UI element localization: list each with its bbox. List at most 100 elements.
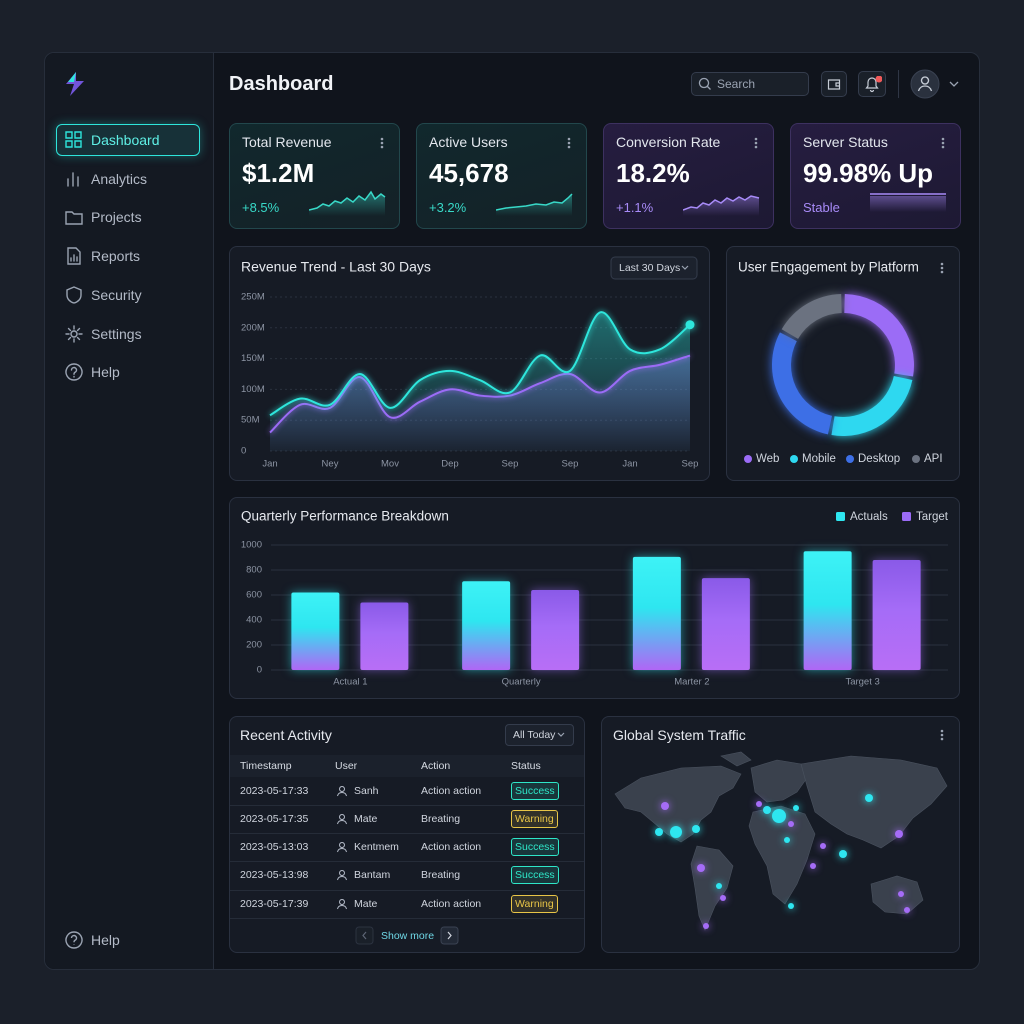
line [269,311,691,417]
filter-label: All Today [513,729,556,741]
status-badge: Success [511,866,559,884]
table-cell: Sanh [354,785,379,797]
avatar-glyph [917,76,933,92]
nav-item[interactable]: Help [91,364,120,380]
sparkline [496,193,573,211]
line [269,354,691,434]
nav-item[interactable]: Projects [91,209,142,225]
x-tick-label: Sep [502,459,519,470]
chart-title: Quarterly Performance Breakdown [241,509,449,524]
kpi-title: Server Status [803,134,888,150]
prev-button [355,926,374,945]
kpi-change: +8.5% [242,200,280,215]
world-map [614,751,948,931]
menu-dot [754,145,758,149]
map-title: Global System Traffic [613,727,746,743]
sparkline-area [683,196,759,216]
x-tick-label: Sep [562,459,579,470]
kpi-sparkline [309,190,386,216]
column-header: Timestamp [240,760,292,772]
kpi-change: +3.2% [429,200,467,215]
search-icon [698,77,711,90]
traffic-dot [898,891,904,897]
table-cell: 2023-05-17:33 [240,785,309,797]
y-tick-label: 600 [246,590,262,601]
chevron [949,81,959,87]
divider [898,70,899,98]
legend-label: Desktop [858,453,900,465]
icon-path [67,247,81,265]
traffic-dot [793,805,799,811]
kpi-change: +1.1% [616,200,654,215]
nav-item[interactable]: Reports [91,248,141,264]
icon-path [65,131,82,148]
show-more[interactable]: Show more [381,930,435,942]
row-separator [230,890,584,891]
traffic-dot [895,830,903,838]
avatar [910,69,959,99]
line-chart: Revenue Trend - Last 30 Days Last 30 Days… [241,256,699,470]
bar [531,590,580,670]
x-tick-label: Sep [682,459,699,470]
nav-item[interactable]: Security [91,287,142,303]
table-cell: Mate [354,813,378,825]
search-box[interactable] [691,72,809,96]
kpi-menu [567,137,571,149]
end-marker [685,320,695,330]
legend-swatch [836,512,845,521]
kpi-sparkline [870,193,946,212]
traffic-dot [839,850,847,858]
legend-label: Target [916,511,949,523]
sparkline [683,195,760,211]
sparkline [309,190,386,211]
kpi-value: 45,678 [429,158,509,188]
landmass [690,845,734,931]
nav-footer[interactable]: Help [91,932,120,948]
nav-item[interactable]: Analytics [91,171,148,187]
filter-dropdown[interactable] [505,724,574,746]
chart-title: Revenue Trend - Last 30 Days [241,259,431,275]
icon-path [827,79,841,90]
table-cell: Breating [421,869,461,881]
donut-slice [781,294,842,339]
row-separator [230,833,584,834]
kpi-title: Conversion Rate [616,134,721,150]
x-tick-label: Mov [381,459,399,470]
status-badge: Warning [511,895,558,913]
menu-dot [380,141,384,145]
map-menu [940,729,944,741]
wallet-button[interactable] [821,71,847,97]
bar [360,602,409,670]
notification-dot [875,76,882,83]
y-tick-label: 0 [257,665,262,676]
sidebar [45,53,214,969]
traffic-dot [670,826,682,838]
nav-item[interactable]: Settings [91,326,142,342]
x-tick-label: Marter 2 [674,677,709,688]
traffic-dot [692,825,700,833]
wallet-icon [827,79,841,90]
icon-path [337,870,347,881]
chevron [447,931,452,940]
row-separator [230,861,584,862]
landmass [800,755,948,849]
legend-swatch [912,455,920,463]
legend-swatch [902,512,911,521]
notification-button[interactable] [858,71,886,97]
icon-path [865,77,879,93]
menu-dot [567,145,571,149]
traffic-dot [904,907,910,913]
menu-dot [567,137,571,141]
legend-label: API [924,453,943,465]
traffic-dot [810,863,816,869]
dropdown[interactable] [610,256,698,280]
nav-active-bg [56,124,200,156]
nav-icon [66,286,82,304]
next-button[interactable] [440,926,459,945]
nav-item[interactable]: Dashboard [91,132,160,148]
traffic-dot [763,806,771,814]
kpi-sparkline [496,193,573,216]
traffic-dot [703,923,709,929]
chevron [557,732,565,737]
landmass [720,751,752,767]
